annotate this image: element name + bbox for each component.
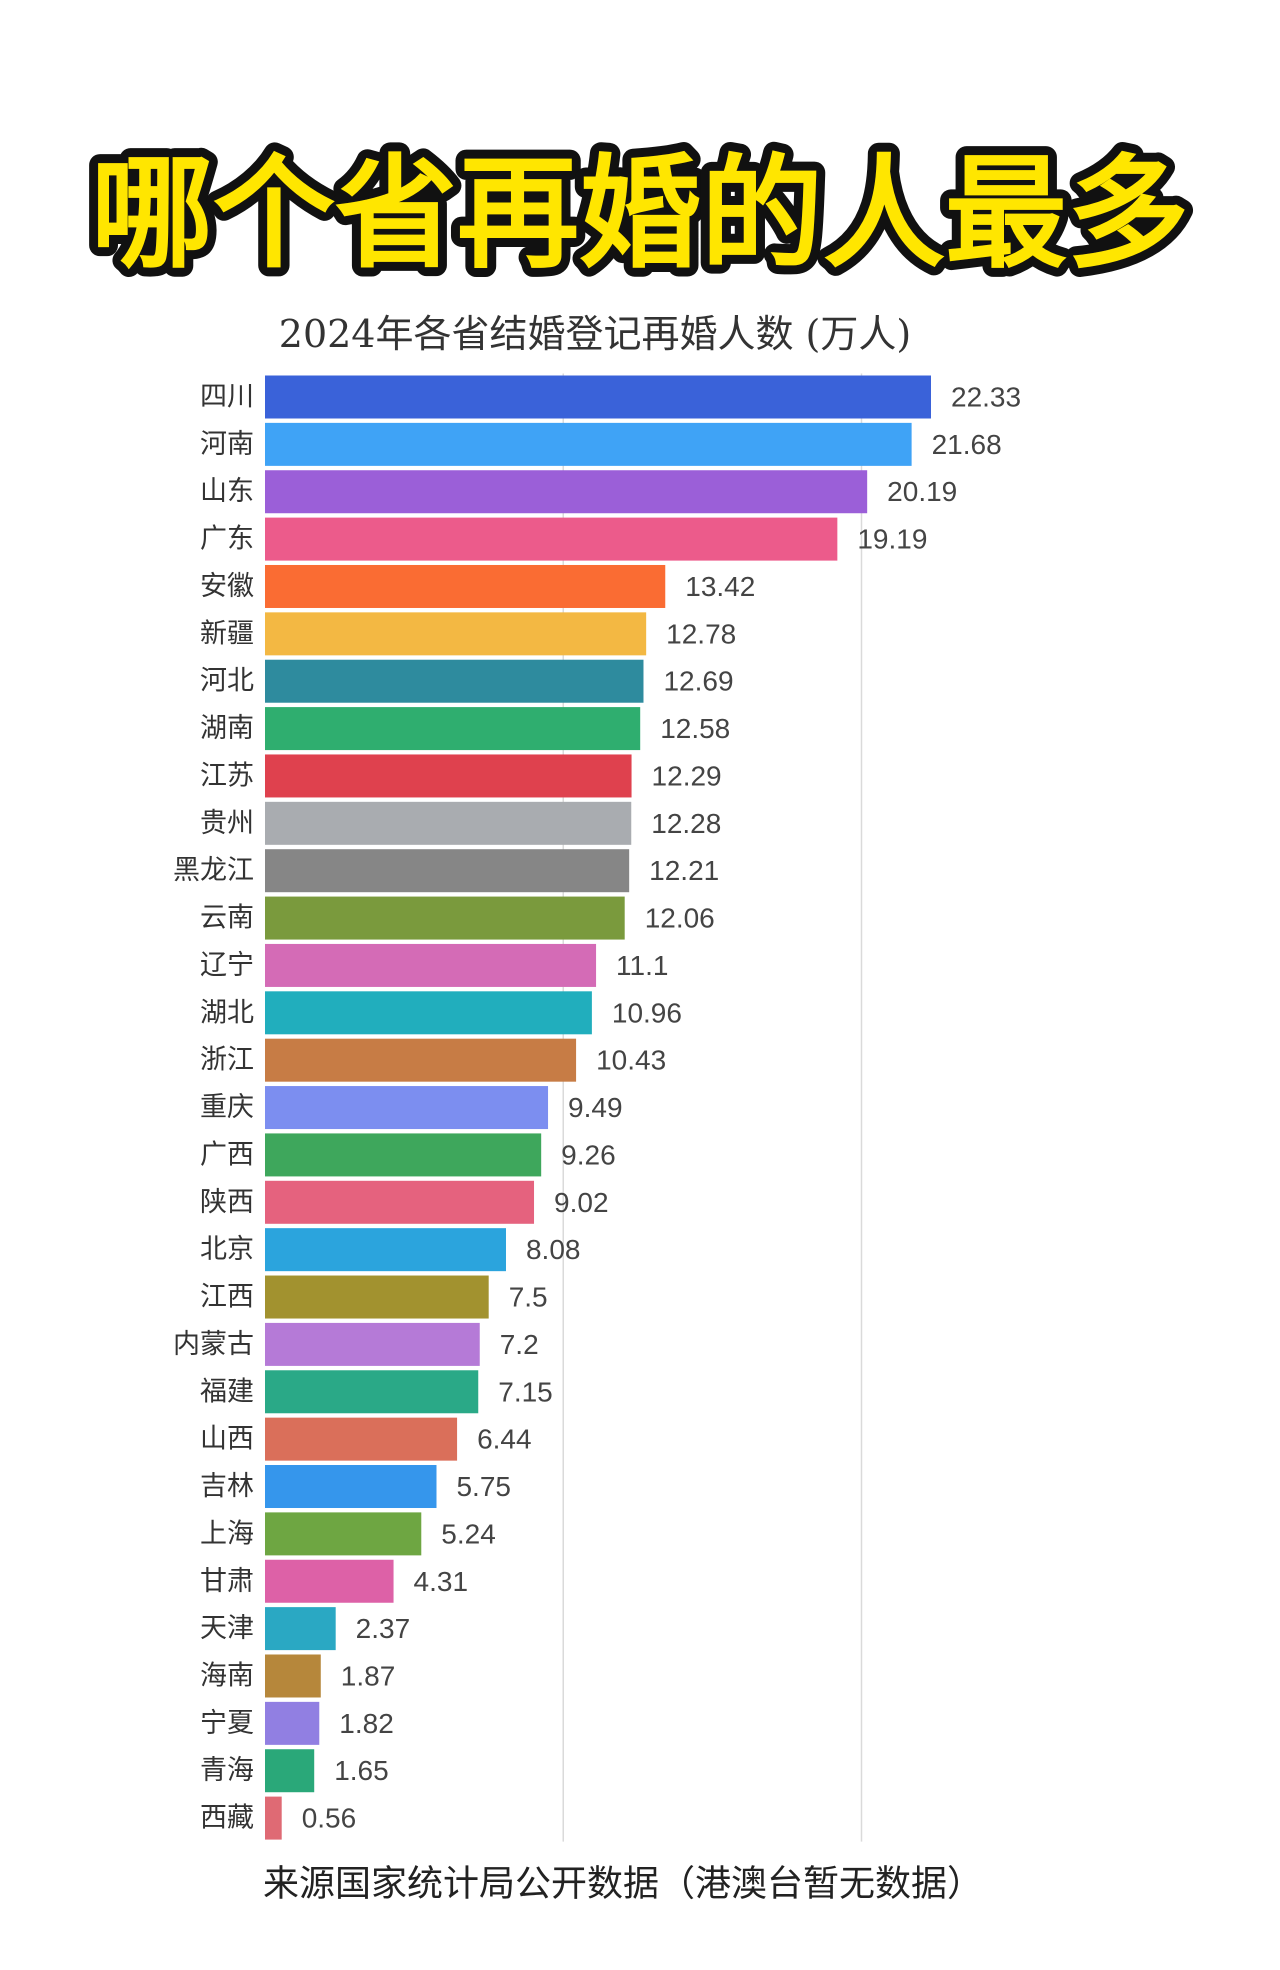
value-label: 12.58 bbox=[660, 713, 730, 744]
headline: 哪个省再婚的人最多 bbox=[91, 143, 1189, 285]
value-label: 8.08 bbox=[526, 1234, 581, 1265]
bar bbox=[265, 612, 647, 656]
value-label: 9.26 bbox=[561, 1139, 616, 1170]
category-label: 甘肃 bbox=[200, 1566, 254, 1597]
category-label: 海南 bbox=[200, 1660, 254, 1691]
bar bbox=[265, 1796, 282, 1840]
category-label: 天津 bbox=[200, 1613, 254, 1644]
value-label: 9.49 bbox=[568, 1092, 623, 1123]
value-label: 5.24 bbox=[441, 1518, 496, 1549]
bar bbox=[265, 1038, 577, 1082]
category-label: 四川 bbox=[200, 382, 254, 413]
value-label: 12.21 bbox=[649, 855, 719, 886]
value-label: 12.69 bbox=[663, 666, 733, 697]
bar bbox=[265, 422, 912, 466]
bar bbox=[265, 943, 597, 987]
value-label: 1.87 bbox=[341, 1660, 396, 1691]
category-label: 福建 bbox=[200, 1376, 254, 1407]
category-label: 山西 bbox=[200, 1424, 254, 1455]
bar bbox=[265, 801, 632, 845]
bar bbox=[265, 1370, 479, 1414]
category-label: 青海 bbox=[200, 1755, 254, 1786]
bar bbox=[265, 991, 592, 1035]
bar bbox=[265, 754, 632, 798]
category-label: 河北 bbox=[200, 666, 254, 697]
category-label: 山东 bbox=[200, 476, 254, 507]
bar bbox=[265, 707, 641, 751]
value-label: 12.78 bbox=[666, 618, 736, 649]
value-label: 11.1 bbox=[616, 950, 668, 981]
bar bbox=[265, 1701, 320, 1745]
value-label: 12.28 bbox=[651, 808, 721, 839]
value-label: 21.68 bbox=[932, 429, 1002, 460]
value-label: 7.5 bbox=[509, 1282, 548, 1313]
value-label: 0.56 bbox=[302, 1803, 357, 1834]
value-label: 1.65 bbox=[334, 1755, 389, 1786]
value-label: 10.96 bbox=[612, 997, 682, 1028]
value-label: 1.82 bbox=[339, 1708, 394, 1739]
category-label: 上海 bbox=[200, 1518, 254, 1549]
category-label: 辽宁 bbox=[200, 950, 254, 981]
category-label: 贵州 bbox=[200, 808, 254, 839]
category-label: 湖北 bbox=[200, 997, 254, 1028]
value-label: 6.44 bbox=[477, 1424, 531, 1455]
value-label: 7.2 bbox=[500, 1329, 539, 1360]
category-label: 江西 bbox=[200, 1282, 254, 1313]
bar bbox=[265, 1749, 315, 1793]
value-label: 12.29 bbox=[652, 760, 722, 791]
value-label: 19.19 bbox=[857, 524, 927, 555]
category-label: 广东 bbox=[200, 524, 254, 555]
category-label: 云南 bbox=[200, 903, 254, 934]
value-label: 5.75 bbox=[456, 1471, 511, 1502]
category-label: 黑龙江 bbox=[173, 855, 254, 886]
bar bbox=[265, 896, 625, 940]
bar bbox=[265, 1228, 506, 1272]
chart-title: 2024年各省结婚登记再婚人数 (万人) bbox=[279, 312, 911, 356]
value-label: 20.19 bbox=[887, 476, 957, 507]
category-label: 江苏 bbox=[200, 760, 254, 791]
bar bbox=[265, 849, 630, 893]
value-label: 22.33 bbox=[951, 382, 1021, 413]
bar bbox=[265, 517, 838, 561]
value-label: 4.31 bbox=[414, 1566, 469, 1597]
bar bbox=[265, 1133, 542, 1177]
value-label: 7.15 bbox=[498, 1376, 553, 1407]
category-label: 西藏 bbox=[200, 1803, 254, 1834]
bar bbox=[265, 1512, 422, 1556]
bar bbox=[265, 1559, 394, 1603]
category-label: 吉林 bbox=[200, 1471, 254, 1502]
value-label: 13.42 bbox=[685, 571, 755, 602]
bar bbox=[265, 564, 666, 608]
bar bbox=[265, 470, 868, 514]
bar-series: 四川 22.33 河南 21.68 山东 20.19 广东 19.19 安徽 13.42 新疆 12.… bbox=[173, 375, 1021, 1840]
bar bbox=[265, 375, 931, 419]
category-label: 宁夏 bbox=[200, 1708, 254, 1739]
bar bbox=[265, 1417, 458, 1461]
category-label: 广西 bbox=[200, 1139, 254, 1170]
bar bbox=[265, 1275, 489, 1319]
category-label: 浙江 bbox=[200, 1045, 254, 1076]
bar bbox=[265, 1322, 480, 1366]
category-label: 湖南 bbox=[200, 713, 254, 744]
value-label: 2.37 bbox=[356, 1613, 411, 1644]
bar bbox=[265, 1465, 437, 1509]
source-note: 来源国家统计局公开数据（港澳台暂无数据） bbox=[263, 1864, 983, 1905]
category-label: 陕西 bbox=[200, 1187, 254, 1218]
category-label: 新疆 bbox=[200, 618, 254, 649]
category-label: 北京 bbox=[200, 1234, 254, 1265]
category-label: 安徽 bbox=[200, 571, 254, 602]
category-label: 重庆 bbox=[200, 1092, 254, 1123]
bar bbox=[265, 1607, 336, 1651]
category-label: 内蒙古 bbox=[173, 1329, 254, 1360]
bar bbox=[265, 1180, 535, 1224]
bar bbox=[265, 659, 644, 703]
value-label: 10.43 bbox=[596, 1045, 666, 1076]
category-label: 河南 bbox=[200, 429, 254, 460]
bar bbox=[265, 1086, 549, 1130]
value-label: 12.06 bbox=[645, 903, 715, 934]
bar bbox=[265, 1654, 321, 1698]
value-label: 9.02 bbox=[554, 1187, 609, 1218]
